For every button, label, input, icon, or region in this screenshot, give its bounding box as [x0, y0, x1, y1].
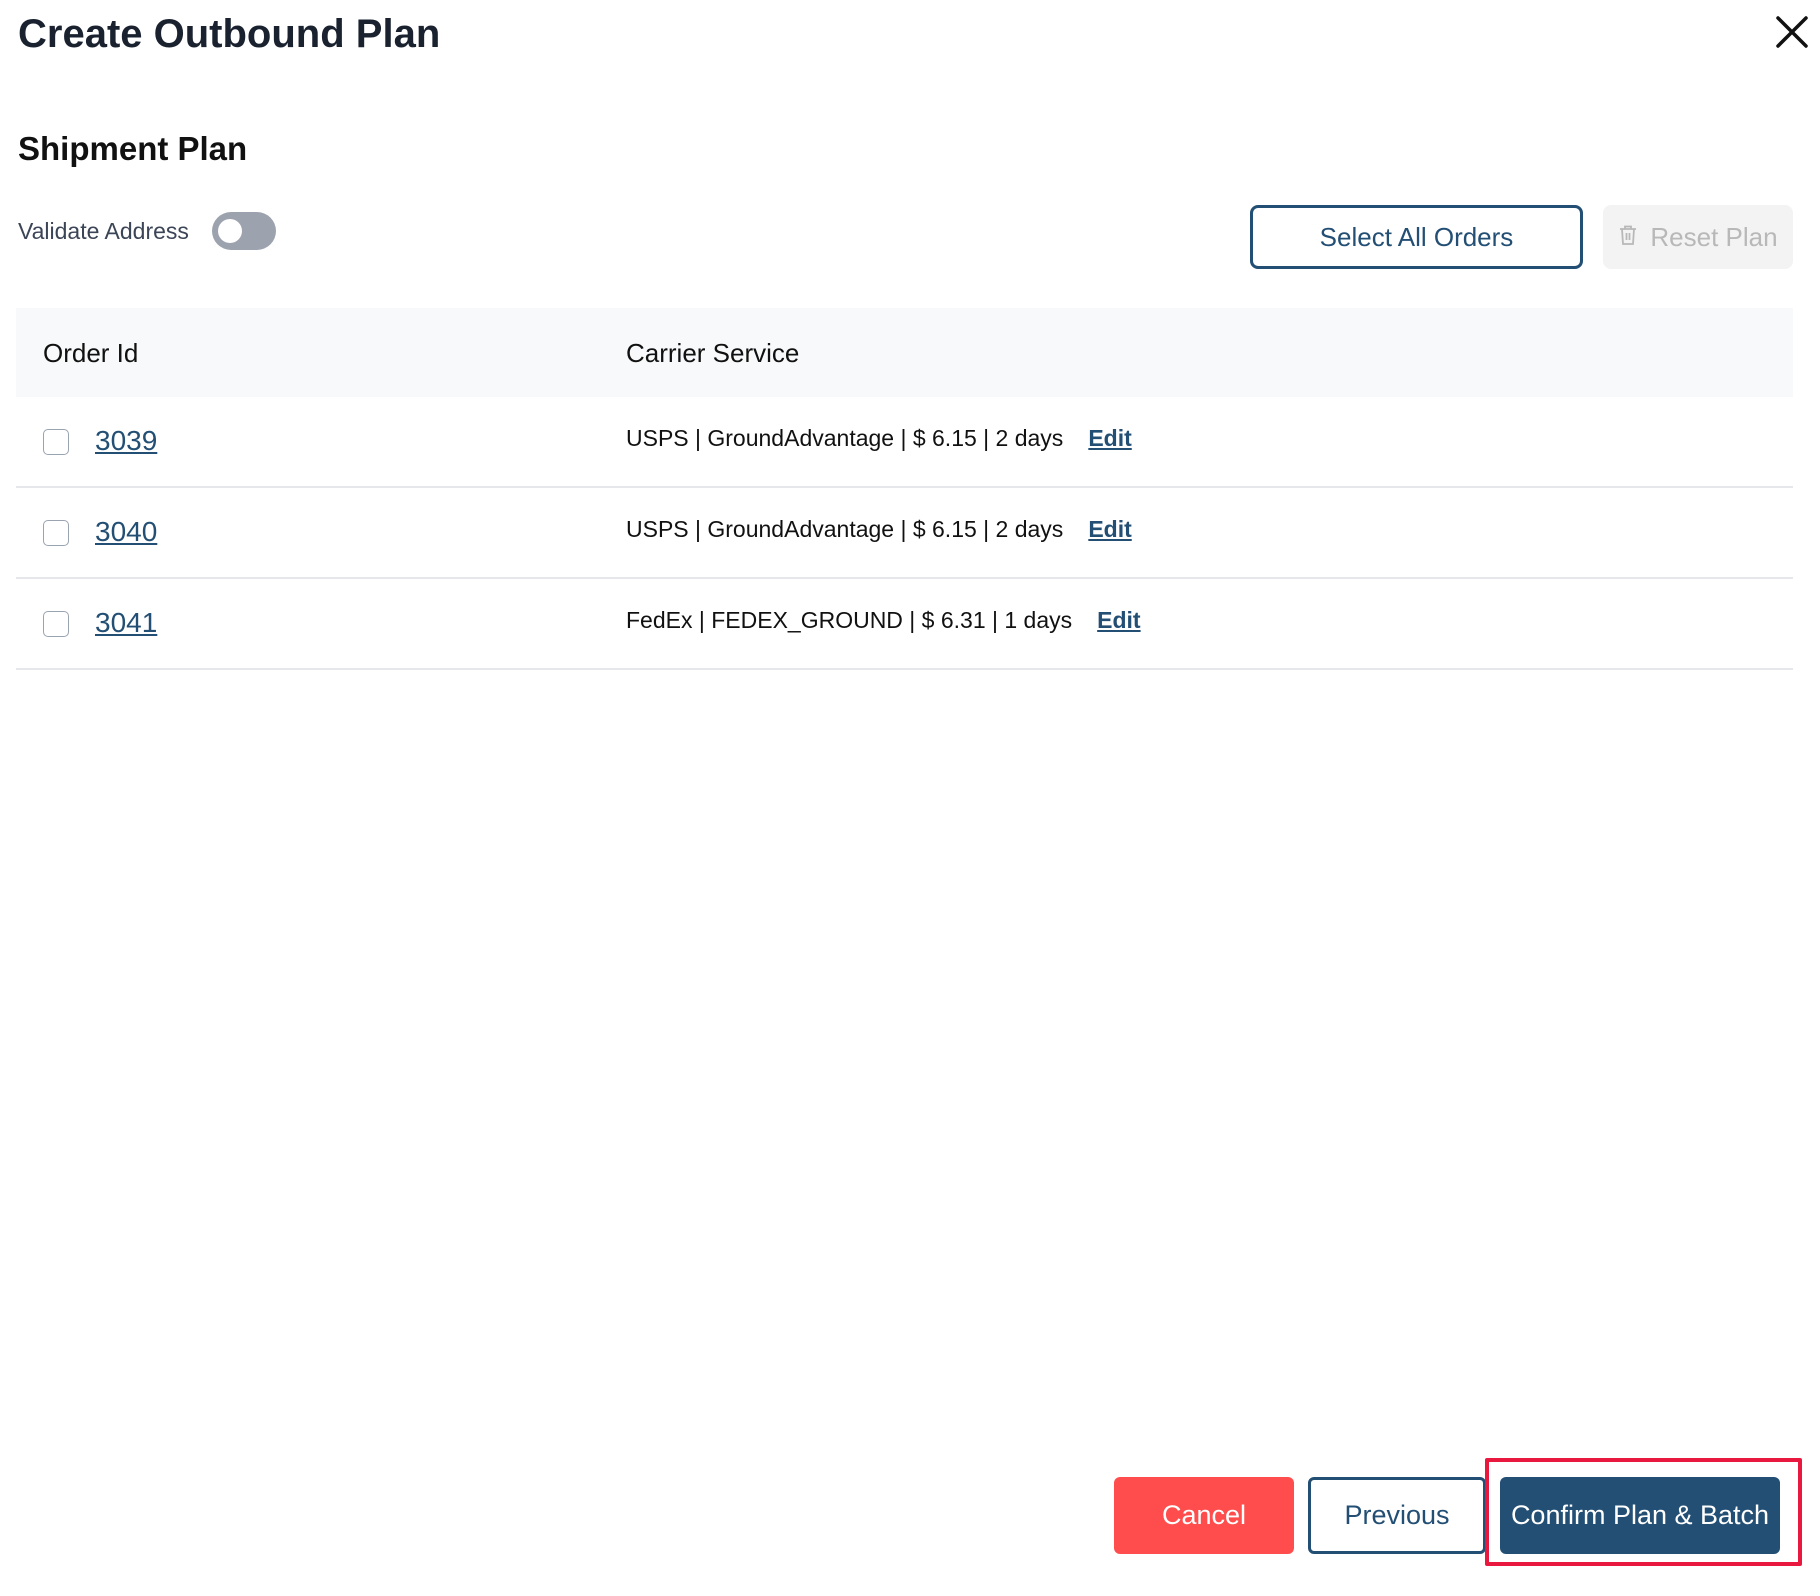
previous-button[interactable]: Previous	[1308, 1477, 1486, 1554]
close-icon[interactable]	[1774, 14, 1810, 50]
reset-plan-label: Reset Plan	[1650, 221, 1778, 252]
edit-link[interactable]: Edit	[1088, 516, 1132, 542]
header-carrier-service: Carrier Service	[626, 338, 800, 368]
table-row: 3039 USPS | GroundAdvantage | $ 6.15 | 2…	[16, 397, 1793, 488]
toggle-knob	[218, 219, 242, 243]
edit-link[interactable]: Edit	[1097, 607, 1141, 633]
row-checkbox[interactable]	[43, 429, 69, 455]
cancel-button[interactable]: Cancel	[1114, 1477, 1294, 1554]
order-id-link[interactable]: 3041	[95, 607, 158, 638]
section-title: Shipment Plan	[18, 130, 248, 167]
row-checkbox[interactable]	[43, 520, 69, 546]
carrier-service-cell: USPS | GroundAdvantage | $ 6.15 | 2 days…	[626, 516, 1132, 543]
carrier-service-text: USPS | GroundAdvantage | $ 6.15 | 2 days	[626, 516, 1064, 542]
table-header: Order Id Carrier Service	[16, 308, 1793, 397]
carrier-service-cell: FedEx | FEDEX_GROUND | $ 6.31 | 1 days Ed…	[626, 607, 1141, 634]
edit-link[interactable]: Edit	[1088, 425, 1132, 451]
carrier-service-text: FedEx | FEDEX_GROUND | $ 6.31 | 1 days	[626, 607, 1073, 633]
carrier-service-cell: USPS | GroundAdvantage | $ 6.15 | 2 days…	[626, 425, 1132, 452]
dialog-title: Create Outbound Plan	[18, 12, 441, 56]
order-id-link[interactable]: 3039	[95, 425, 158, 456]
header-order-id: Order Id	[43, 338, 139, 368]
order-id-link[interactable]: 3040	[95, 516, 158, 547]
validate-address-label: Validate Address	[18, 218, 189, 244]
select-all-orders-button[interactable]: Select All Orders	[1250, 205, 1583, 269]
trash-icon	[1618, 222, 1638, 253]
row-checkbox[interactable]	[43, 611, 69, 637]
carrier-service-text: USPS | GroundAdvantage | $ 6.15 | 2 days	[626, 425, 1064, 451]
confirm-plan-batch-button[interactable]: Confirm Plan & Batch	[1500, 1477, 1780, 1554]
reset-plan-button[interactable]: Reset Plan	[1603, 205, 1793, 269]
table-row: 3041 FedEx | FEDEX_GROUND | $ 6.31 | 1 d…	[16, 579, 1793, 670]
table-row: 3040 USPS | GroundAdvantage | $ 6.15 | 2…	[16, 488, 1793, 579]
validate-address-toggle[interactable]	[212, 212, 276, 250]
